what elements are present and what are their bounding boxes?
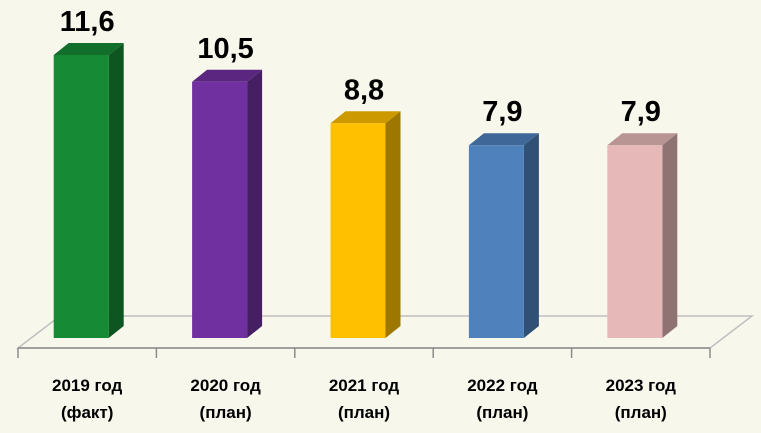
bar (192, 69, 263, 339)
bar-side (108, 42, 124, 339)
bar-top (53, 42, 124, 55)
bar-top (192, 69, 263, 82)
value-label: 8,8 (344, 74, 384, 106)
value-label: 11,6 (60, 6, 115, 38)
bar (607, 133, 678, 338)
x-tick-label: 2023 год (план) (605, 376, 676, 422)
bar-side (385, 111, 401, 338)
bar-top (330, 111, 401, 124)
value-label: 7,9 (482, 96, 522, 128)
bar-front (330, 123, 386, 338)
bar-front (192, 81, 248, 339)
x-tick-label: 2021 год (план) (328, 376, 400, 422)
bar-front (607, 145, 663, 338)
bar-top (607, 133, 678, 146)
bar (330, 111, 401, 338)
bar-front (468, 145, 524, 338)
bar-side (247, 69, 263, 339)
value-label: 10,5 (197, 33, 253, 65)
x-tick-label: 2019 год (факт) (52, 376, 123, 422)
bar (53, 42, 124, 339)
bar (468, 133, 539, 338)
x-tick-label: 2020 год (план) (190, 376, 261, 422)
bar-side (662, 133, 678, 338)
x-tick-label: 2022 год (план) (467, 376, 538, 422)
bar-top (468, 133, 539, 146)
bar-side (523, 133, 539, 338)
value-label: 7,9 (621, 96, 661, 128)
bar-front (53, 54, 109, 339)
